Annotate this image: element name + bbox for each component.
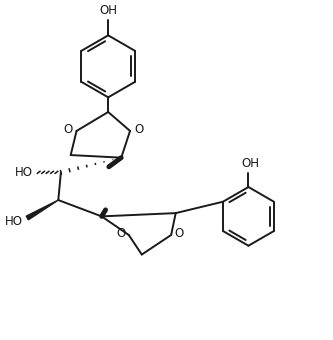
Text: OH: OH [241, 157, 259, 170]
Text: OH: OH [99, 4, 117, 17]
Text: O: O [134, 123, 143, 136]
Text: O: O [63, 123, 73, 136]
Text: HO: HO [15, 166, 33, 179]
Polygon shape [26, 200, 58, 220]
Text: HO: HO [5, 215, 23, 228]
Text: O: O [174, 226, 184, 239]
Text: O: O [116, 226, 126, 239]
